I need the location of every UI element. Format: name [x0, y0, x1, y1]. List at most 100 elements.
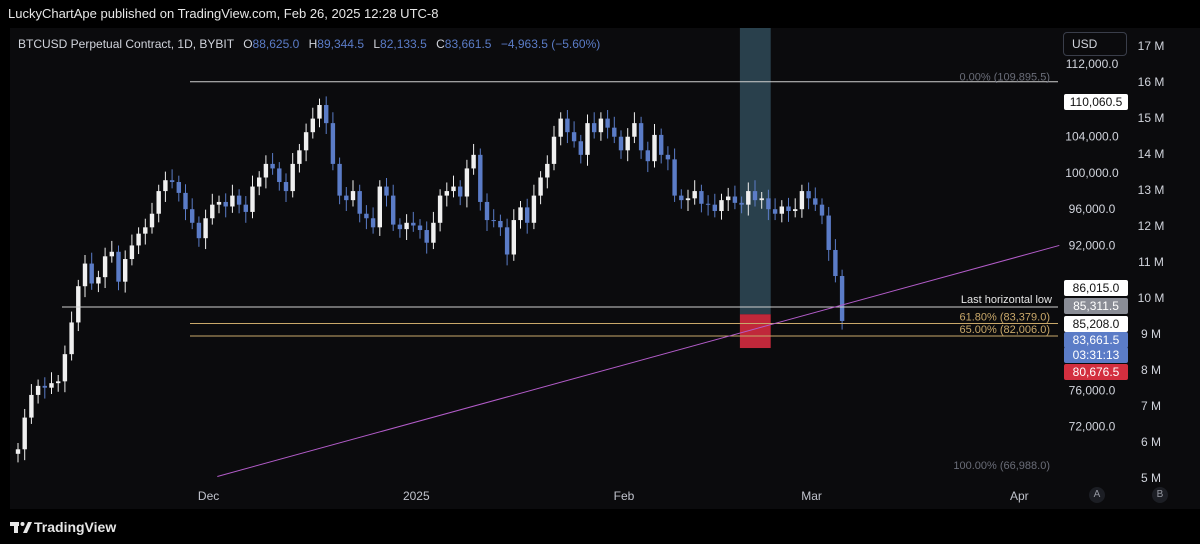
stop-zone — [739, 314, 771, 349]
price-tag — [1064, 332, 1128, 348]
candle-body — [779, 206, 784, 214]
candle-body — [712, 204, 717, 212]
candle-body — [62, 354, 68, 382]
candle-body — [236, 195, 242, 205]
candle-body — [618, 136, 624, 151]
candle-body — [377, 186, 382, 228]
candle-body — [297, 150, 302, 164]
candle-body — [370, 218, 376, 228]
candle-body — [230, 195, 235, 207]
candle-body — [109, 251, 114, 257]
candle-body — [679, 195, 684, 201]
candle-body — [484, 201, 490, 221]
price-tick-label: 92,000.0 — [1069, 238, 1116, 252]
candle-body — [518, 207, 523, 221]
candle-body — [799, 191, 805, 210]
target-zone — [739, 28, 771, 315]
candle-body — [22, 417, 27, 450]
candle-body — [431, 222, 436, 243]
candle-body — [565, 118, 570, 133]
close-label: C — [436, 37, 445, 51]
candle-body — [839, 276, 845, 321]
price-tick-label: 100,000.0 — [1065, 166, 1119, 180]
fib-label: 100.00% (66,988.0) — [953, 460, 1050, 472]
x-tick-label: 2025 — [403, 489, 430, 503]
auto-scale-button[interactable]: A — [1089, 487, 1105, 503]
candle-body — [819, 204, 825, 216]
publish-header: LuckyChartApe published on TradingView.c… — [0, 0, 1200, 28]
candle-body — [183, 192, 188, 210]
price-tag — [1064, 280, 1128, 296]
candle-body — [136, 233, 141, 246]
candle-body — [806, 191, 811, 199]
candle-body — [458, 186, 463, 197]
candle-body — [813, 198, 818, 205]
price-tag-label: 85,208.0 — [1073, 317, 1120, 331]
close-value: 83,661.5 — [444, 37, 492, 51]
high-value: 89,344.5 — [317, 37, 364, 51]
low-label: L — [373, 37, 381, 51]
candle-body — [692, 191, 697, 199]
candle-body — [35, 385, 41, 395]
candle-body — [89, 263, 94, 284]
open-value: 88,625.0 — [252, 37, 300, 51]
candle-body — [525, 207, 530, 223]
candle-body — [578, 141, 583, 155]
candle-body — [250, 186, 255, 212]
candle-body — [129, 245, 135, 260]
candle-body — [759, 198, 764, 201]
candle-body — [263, 163, 269, 178]
candle-body — [826, 215, 831, 250]
candle-body — [417, 225, 423, 231]
candle-body — [478, 154, 483, 202]
publish-info: LuckyChartApe published on TradingView.c… — [8, 6, 439, 21]
candle-body — [538, 177, 543, 196]
price-tag-label: 86,015.0 — [1073, 281, 1120, 295]
price-tag — [1064, 347, 1128, 363]
x-tick-label: Apr — [1010, 489, 1029, 503]
candle-body — [49, 383, 54, 388]
candle-body — [739, 202, 744, 205]
x-tick-label: Mar — [801, 489, 822, 503]
currency-button[interactable]: USD — [1063, 32, 1127, 56]
volume-tick-label: 5 M — [1141, 471, 1161, 485]
candle-body — [364, 213, 369, 219]
fib-label: 65.00% (82,006.0) — [959, 324, 1050, 336]
fib-label: 61.80% (83,379.0) — [959, 312, 1050, 324]
price-tag — [1064, 298, 1128, 314]
candle-body — [833, 249, 838, 277]
candle-body — [772, 209, 778, 214]
price-tag-label: 110,060.5 — [1070, 95, 1123, 109]
candle-body — [551, 136, 557, 164]
candle-body — [42, 385, 47, 388]
brand-name: TradingView — [34, 519, 117, 535]
volume-tick-label: 10 M — [1138, 291, 1165, 305]
price-tag-label: 83,661.5 — [1073, 333, 1120, 347]
candle-body — [766, 198, 771, 210]
candle-body — [76, 286, 81, 323]
candle-body — [15, 449, 21, 454]
candle-body — [437, 195, 443, 223]
volume-axis[interactable] — [1130, 28, 1200, 509]
open-label: O — [243, 37, 253, 51]
candle-body — [96, 277, 101, 284]
candle-body — [196, 222, 202, 239]
volume-tick-label: 16 M — [1138, 75, 1165, 89]
candle-body — [404, 222, 409, 230]
candle-body — [645, 150, 650, 162]
chart-area[interactable] — [10, 28, 1060, 509]
volume-tick-label: 9 M — [1141, 327, 1161, 341]
volume-tick-label: 15 M — [1138, 111, 1165, 125]
candle-body — [444, 191, 449, 196]
candle-body — [672, 159, 677, 196]
candle-body — [290, 163, 295, 192]
volume-tick-label: 8 M — [1141, 363, 1161, 377]
price-tick-label: 104,000.0 — [1065, 130, 1119, 144]
price-tag-label: 03:31:13 — [1073, 348, 1120, 362]
log-scale-button[interactable]: B — [1152, 487, 1168, 503]
price-tick-label: 112,000.0 — [1066, 57, 1119, 71]
candle-body — [344, 195, 349, 201]
price-tag — [1064, 316, 1128, 332]
candle-body — [605, 118, 610, 128]
candle-body — [283, 182, 289, 192]
